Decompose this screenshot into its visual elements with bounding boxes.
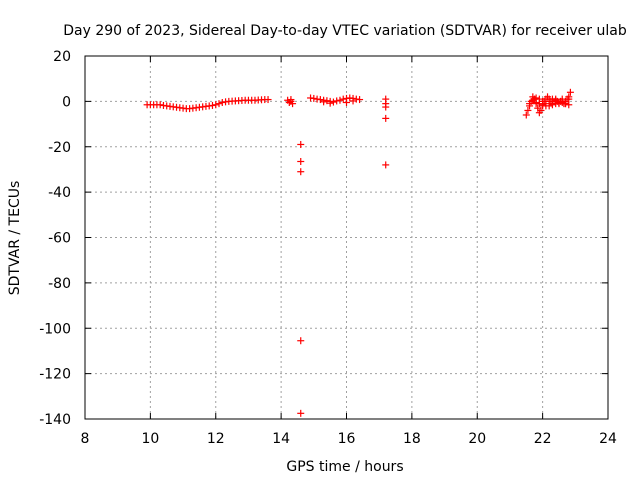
data-point	[336, 96, 344, 104]
y-tick-label: -40	[48, 185, 71, 201]
data-point	[156, 101, 164, 109]
x-axis-label: GPS time / hours	[286, 459, 403, 475]
data-point	[537, 106, 545, 114]
data-point	[532, 94, 540, 102]
data-point	[382, 114, 390, 122]
data-point	[333, 97, 341, 105]
x-tick-labels: 8 10 12 14 16 18 20 22 24	[81, 431, 617, 447]
x-tick-label: 22	[534, 431, 552, 447]
data-point	[310, 94, 318, 102]
data-point	[297, 337, 305, 345]
data-point	[320, 98, 328, 106]
data-point	[289, 100, 297, 108]
data-point	[526, 100, 534, 108]
data-point	[524, 106, 532, 114]
data-point	[382, 161, 390, 169]
data-point	[339, 95, 347, 103]
data-point	[297, 140, 305, 148]
data-point	[285, 99, 293, 107]
axis-ticks	[84, 55, 609, 420]
data-point	[297, 409, 305, 417]
y-tick-label: -120	[39, 367, 71, 383]
y-tick-label: -100	[39, 321, 71, 337]
x-tick-label: 10	[141, 431, 159, 447]
data-point	[329, 98, 337, 106]
x-tick-label: 20	[468, 431, 486, 447]
y-tick-label: -80	[48, 276, 71, 292]
y-tick-labels: 20 0 -20 -40 -60 -80 -100 -120 -140	[39, 49, 71, 428]
x-tick-label: 24	[599, 431, 617, 447]
data-point	[555, 99, 563, 107]
data-point	[382, 103, 390, 111]
data-point	[565, 95, 573, 103]
data-point	[548, 95, 556, 103]
data-point	[356, 96, 364, 104]
x-tick-label: 16	[338, 431, 356, 447]
x-tick-label: 14	[272, 431, 290, 447]
data-point	[343, 99, 350, 107]
data-point	[218, 99, 226, 107]
data-point	[297, 168, 305, 176]
data-point	[297, 157, 305, 165]
grid-lines	[85, 56, 608, 419]
y-tick-label: 0	[62, 94, 71, 110]
y-tick-label: -20	[48, 140, 71, 156]
y-tick-label: -140	[39, 412, 71, 428]
data-point	[208, 101, 216, 109]
data-point	[522, 111, 530, 119]
data-point	[349, 97, 357, 105]
data-point	[212, 101, 220, 109]
data-points	[143, 88, 574, 417]
y-tick-label: -60	[48, 231, 71, 247]
x-tick-label: 8	[81, 431, 90, 447]
data-point	[326, 99, 334, 107]
data-point	[566, 88, 574, 96]
data-point	[562, 100, 570, 108]
chart-title: Day 290 of 2023, Sidereal Day-to-day VTE…	[63, 23, 627, 39]
x-tick-label: 18	[403, 431, 421, 447]
y-tick-label: 20	[53, 49, 71, 65]
data-point	[287, 96, 295, 104]
data-point	[264, 96, 272, 104]
data-point	[215, 100, 223, 108]
y-axis-label: SDTVAR / TECUs	[7, 181, 23, 296]
x-tick-label: 12	[207, 431, 225, 447]
